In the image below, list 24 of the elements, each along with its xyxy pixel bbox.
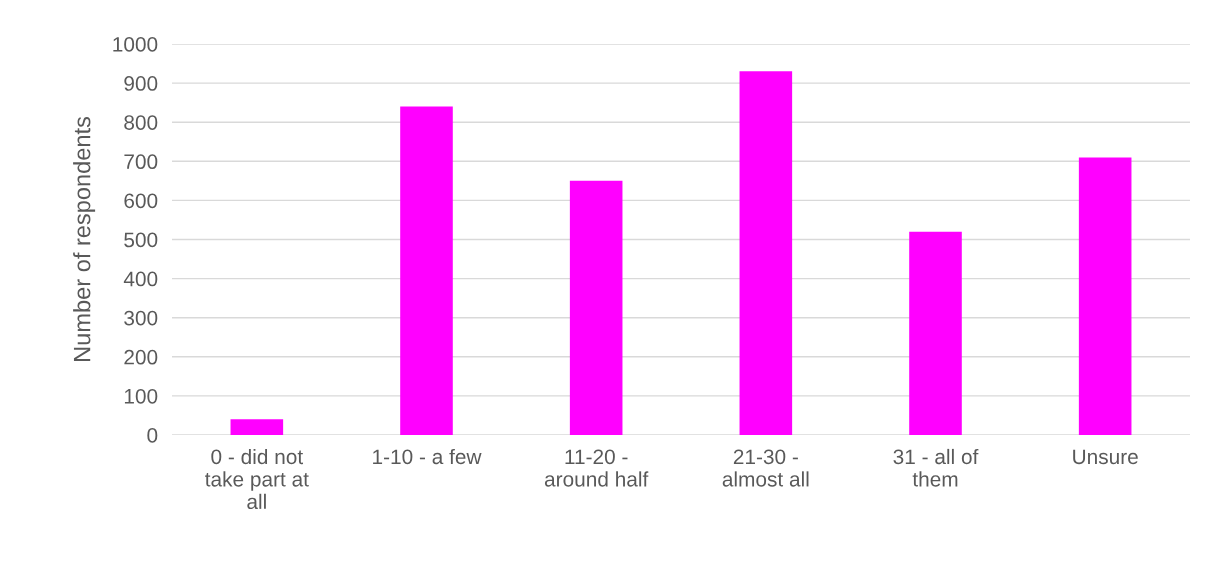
y-tick-label: 400 bbox=[123, 271, 158, 287]
y-tick-label: 300 bbox=[124, 310, 158, 326]
bar bbox=[569, 180, 623, 435]
bar bbox=[739, 71, 793, 435]
y-tick-label: 700 bbox=[124, 154, 158, 170]
y-tick-label: 100 bbox=[124, 388, 158, 404]
bar bbox=[909, 231, 962, 435]
y-axis-title: Number of respondents bbox=[73, 116, 96, 361]
y-tick-label: 0 bbox=[147, 428, 158, 443]
y-tick-label: 900 bbox=[124, 76, 158, 91]
bar bbox=[230, 419, 284, 435]
y-tick-label: 200 bbox=[124, 349, 158, 365]
x-tick-label: 1-10 - a few bbox=[373, 448, 482, 465]
x-tick-label: 11-20 - around half bbox=[544, 449, 649, 487]
y-tick-label: 1000 bbox=[113, 37, 158, 52]
y-tick-label: 500 bbox=[124, 232, 158, 248]
x-tick-label: Unsure bbox=[1073, 449, 1138, 465]
bar bbox=[400, 106, 453, 435]
x-tick-label: 21-30 - almost all bbox=[722, 449, 809, 487]
x-tick-label: 31 - all of them bbox=[893, 448, 979, 487]
y-tick-label: 800 bbox=[124, 115, 158, 130]
x-tick-label: 0 - did not take part at all bbox=[205, 448, 309, 510]
y-tick-label: 600 bbox=[124, 193, 158, 209]
bar bbox=[1078, 157, 1132, 435]
